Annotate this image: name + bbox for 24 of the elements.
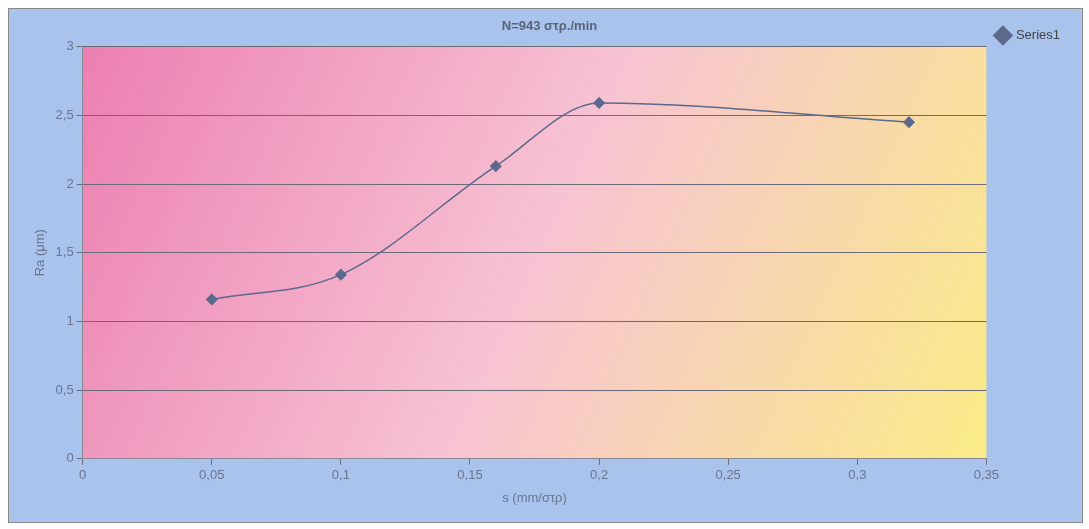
point [335,268,347,281]
y-tick-label: 2 [66,175,74,191]
y-axis-title: Ra (μm) [32,229,48,277]
point [206,293,218,306]
legend-label: Series1 [1015,27,1060,43]
point [903,116,915,128]
y-tick-label: 2,5 [55,106,74,122]
y-tick-label: 1,5 [55,244,74,260]
x-tick-label: 0,15 [457,467,483,483]
x-axis-title: s (mm/στρ) [502,489,567,505]
point [490,160,502,172]
x-tick-label: 0 [79,467,87,483]
y-tick-label: 3 [66,38,74,54]
y-tick-label: 1 [66,312,74,328]
x-tick-label: 0,3 [848,467,867,483]
point [593,97,605,109]
x-tick-label: 0,2 [590,467,609,483]
y-tick-label: 0 [66,450,74,466]
y-tick-label: 0,5 [55,381,74,397]
x-tick-label: 0,25 [715,467,741,483]
x-tick-label: 0,1 [331,467,350,483]
chart-title: N=943 στρ./min [501,18,598,34]
x-tick-label: 0,35 [973,467,1000,483]
x-tick-label: 0,05 [199,467,225,483]
